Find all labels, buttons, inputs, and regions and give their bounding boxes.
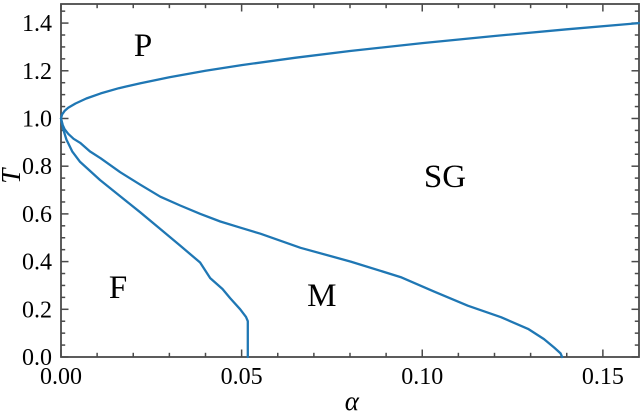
y-tick-label: 0.4: [22, 250, 52, 276]
y-tick-label: 0.6: [22, 202, 52, 228]
curve-sg-m-boundary: [59, 117, 564, 359]
region-label-sg: SG: [424, 159, 466, 195]
y-tick-labels: 0.0 0.2 0.4 0.6 0.8 1.0 1.2 1.4: [22, 11, 52, 371]
y-tick-label: 0.0: [22, 345, 52, 371]
y-tick-label: 1.0: [22, 106, 52, 132]
x-tick-label: 0.10: [401, 364, 443, 390]
x-axis-label: α: [345, 386, 360, 416]
y-tick-label: 1.4: [22, 11, 52, 37]
x-tick-labels: 0.00 0.05 0.10 0.15: [40, 364, 624, 390]
y-tick-label: 0.8: [22, 154, 52, 180]
region-label-m: M: [307, 278, 336, 314]
y-tick-label: 0.2: [22, 297, 52, 323]
curve-p-sg-boundary: [59, 21, 640, 120]
region-label-p: P: [134, 28, 152, 64]
plot-frame: [60, 3, 640, 358]
region-label-f: F: [109, 270, 127, 306]
x-tick-label: 0.00: [40, 364, 82, 390]
x-tick-label: 0.05: [221, 364, 263, 390]
y-tick-label: 1.2: [22, 59, 52, 85]
y-axis-label: T: [0, 167, 26, 184]
x-tick-label: 0.15: [582, 364, 624, 390]
curve-f-m-boundary: [59, 117, 249, 359]
